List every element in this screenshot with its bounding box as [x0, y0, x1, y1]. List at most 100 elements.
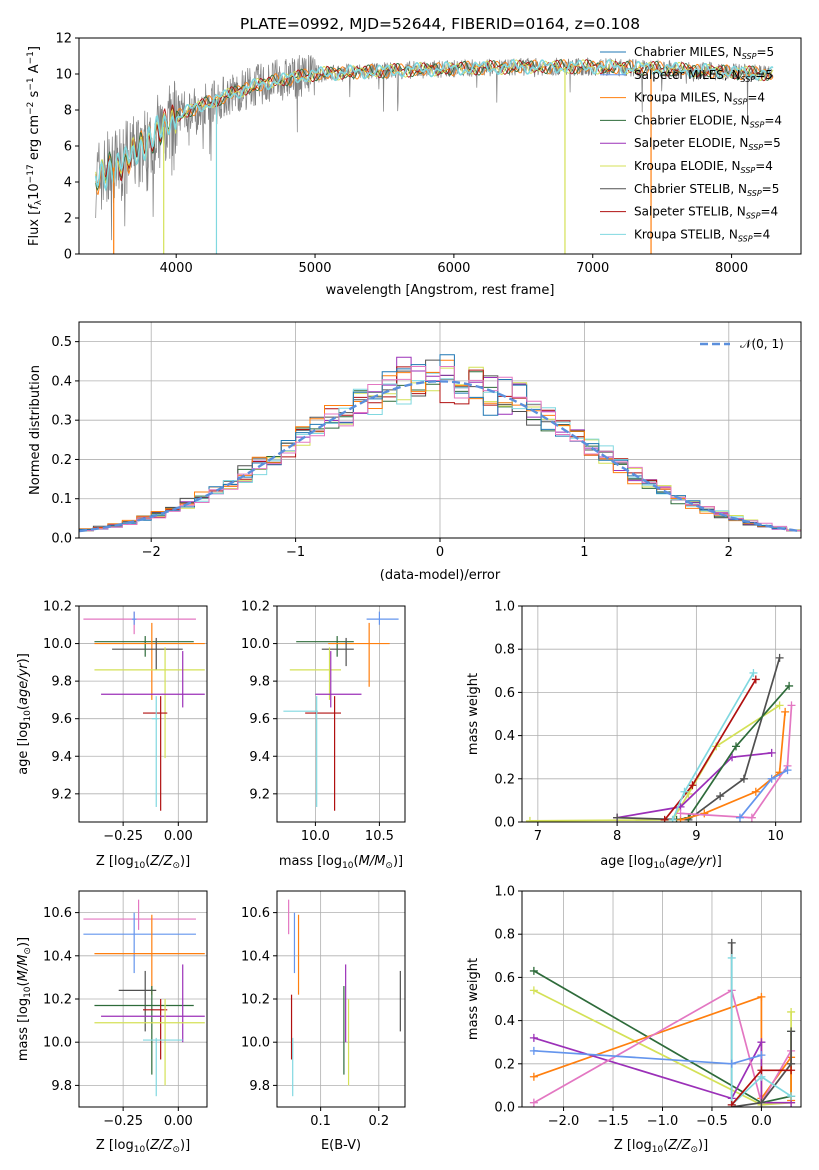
- y-tick-label: 9.8: [249, 675, 270, 690]
- y-tick-label: 0.4: [51, 374, 72, 389]
- age-vs-Z-plot-area: [83, 611, 205, 811]
- mass-vs-Z-frame: −0.25 0.00 9.8 10.0 10.2 10.4 10.6: [43, 890, 208, 1129]
- x-axis-label: wavelength [Angstrom, rest frame]: [326, 283, 555, 298]
- mass-vs-Z-grid: [79, 891, 207, 1107]
- weight-vs-age-plot-area: [525, 653, 796, 822]
- plus-marker: [727, 1059, 736, 1068]
- spectrum-axes: 4000 5000 6000 7000 8000 0 2 4 6 8 10 12: [55, 32, 802, 276]
- plus-marker: [660, 815, 669, 822]
- plus-marker: [739, 774, 748, 783]
- plus-marker: [757, 1066, 766, 1075]
- x-axis-label: Z [log10(Z/Z⊙)]: [96, 1138, 190, 1155]
- plus-marker: [529, 1033, 538, 1042]
- y-tick-label: 4: [64, 176, 72, 191]
- y-axis-label: Flux [fλ10−17 erg cm−2 s−1 A−1]: [26, 46, 44, 246]
- x-tick-label: 0.00: [164, 829, 193, 844]
- y-tick-label: 10.2: [241, 993, 270, 1008]
- x-tick-label: −1.5: [597, 1114, 629, 1129]
- y-tick-label: 0.8: [494, 643, 515, 658]
- x-tick-label: −0.25: [103, 1114, 143, 1129]
- mass-vs-ebv-plot-area: [288, 899, 401, 1097]
- weight-vs-Z-frame: −2.0 −1.5 −1.0 −0.5 0.0 0.0 0.2 0.4 0.6 0.8 1.0: [494, 885, 802, 1129]
- y-axis-label: mass weight: [466, 958, 481, 1040]
- legend-entry: Chabrier MILES, NSSP=5: [634, 45, 774, 61]
- y-tick-label: 0.6: [494, 971, 515, 986]
- y-tick-label: 0: [64, 248, 72, 263]
- plus-marker: [757, 992, 766, 1001]
- legend-entry: Chabrier ELODIE, NSSP=4: [634, 113, 782, 129]
- mass-weight-line: [730, 958, 792, 1107]
- mass-weight-line: [680, 705, 793, 819]
- y-tick-label: 0.2: [494, 1057, 515, 1072]
- plus-marker: [787, 701, 796, 710]
- plus-marker: [749, 668, 758, 677]
- observed-spectrum-line: [95, 54, 774, 241]
- x-tick-label: −2.0: [548, 1114, 580, 1129]
- x-tick-label: 7: [534, 829, 542, 844]
- plus-marker: [767, 774, 776, 783]
- plus-marker: [751, 675, 760, 684]
- x-tick-label: 1: [580, 545, 588, 560]
- y-tick-label: 1.0: [494, 885, 515, 900]
- y-axis-label: mass weight: [466, 673, 481, 755]
- y-tick-label: 12: [55, 32, 72, 47]
- y-tick-label: 2: [64, 212, 72, 227]
- y-tick-label: 9.2: [51, 787, 72, 802]
- residuals-axes: −2 −1 0 1 2 0.0 0.1 0.2 0.3 0.4 0.5: [51, 321, 802, 560]
- y-tick-label: 10.2: [43, 993, 72, 1008]
- y-tick-label: 9.8: [249, 1079, 270, 1094]
- y-tick-label: 6: [64, 140, 72, 155]
- mass-vs-Z-axes: −0.25 0.00 9.8 10.0 10.2 10.4 10.6: [43, 890, 208, 1129]
- residuals-plot-area: [79, 354, 801, 538]
- mass-weight-line: [533, 989, 792, 1105]
- y-tick-label: 0.2: [494, 772, 515, 787]
- age-vs-Z-frame-rect: [78, 605, 208, 823]
- plus-marker: [787, 1007, 796, 1016]
- legend-entry: Kroupa MILES, NSSP=4: [634, 91, 765, 107]
- residuals-frame: −2 −1 0 1 2 0.0 0.1 0.2 0.3 0.4 0.5: [51, 321, 802, 560]
- y-tick-label: 10.2: [43, 600, 72, 615]
- weight-vs-Z-frame-rect: [521, 890, 802, 1108]
- plus-marker: [757, 1038, 766, 1047]
- x-tick-label: −0.5: [696, 1114, 728, 1129]
- y-tick-label: 9.6: [51, 712, 72, 727]
- plus-marker: [785, 681, 794, 690]
- x-tick-label: 0.00: [164, 1114, 193, 1129]
- x-tick-label: 0.1: [310, 1114, 331, 1129]
- legend-entry: Salpeter ELODIE, NSSP=5: [634, 136, 781, 152]
- plus-marker: [787, 1092, 796, 1101]
- plus-marker: [751, 787, 760, 796]
- x-tick-label: 0.0: [751, 1114, 772, 1129]
- y-tick-label: 0.8: [494, 928, 515, 943]
- y-tick-label: 10.0: [43, 1036, 72, 1051]
- y-tick-label: 9.8: [51, 1079, 72, 1094]
- weight-vs-Z-plot-area: [529, 938, 796, 1107]
- mass-vs-Z-plot-area: [83, 899, 205, 1097]
- plus-marker: [787, 1027, 796, 1036]
- x-axis-label: Z [log10(Z/Z⊙)]: [614, 1138, 708, 1155]
- y-tick-label: 0.3: [51, 414, 72, 429]
- y-tick-label: 9.4: [249, 750, 270, 765]
- legend-entry: Kroupa ELODIE, NSSP=4: [634, 159, 773, 175]
- plus-marker: [680, 787, 689, 796]
- x-tick-label: 0: [436, 545, 444, 560]
- legend-entry: 𝒩(0, 1): [740, 337, 784, 351]
- chart-title: PLATE=0992, MJD=52644, FIBERID=0164, z=0…: [240, 15, 640, 33]
- x-tick-label: 6000: [437, 261, 470, 276]
- x-tick-label: 7000: [576, 261, 609, 276]
- y-tick-label: 9.6: [249, 712, 270, 727]
- plus-marker: [787, 1066, 796, 1075]
- plus-marker: [757, 1051, 766, 1060]
- y-axis-label: mass [log10(M/M⊙)]: [16, 937, 33, 1061]
- model-spectrum-line: [95, 59, 774, 192]
- x-axis-label: Z [log10(Z/Z⊙)]: [96, 854, 190, 871]
- y-tick-label: 10.0: [241, 637, 270, 652]
- weight-vs-age-frame: 7 8 9 10 0.0 0.2 0.4 0.6 0.8 1.0: [494, 600, 802, 844]
- plus-marker: [716, 792, 725, 801]
- mass-weight-line: [616, 752, 772, 819]
- y-tick-label: 9.2: [249, 787, 270, 802]
- plus-marker: [613, 813, 622, 822]
- model-spectrum-line: [94, 58, 774, 192]
- y-tick-label: 0.0: [494, 1101, 515, 1116]
